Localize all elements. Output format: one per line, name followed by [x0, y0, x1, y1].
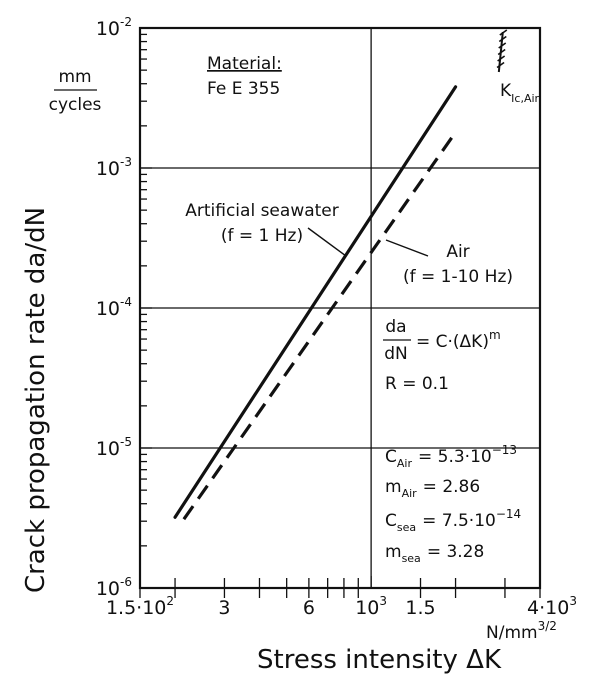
kic-hatch-tick [498, 35, 507, 43]
x-tick-label: 1.5 [405, 597, 435, 619]
y-tick-labels: 10-2 10-3 10-4 10-5 10-6 [96, 15, 132, 600]
kic-hatch-tick [497, 55, 506, 62]
y-tick-label: 10-3 [96, 155, 132, 180]
y-tick-label: 10-6 [96, 575, 132, 600]
x-tick-label: 3 [218, 597, 230, 619]
series-condition-air: (f = 1-10 Hz) [403, 267, 513, 287]
series-line-artificial-seawater [173, 85, 458, 519]
grid-lines [140, 28, 540, 588]
kic-hatch-tick [496, 61, 505, 69]
y-axis-title: Crack propagation rate da/dN [21, 207, 51, 593]
series-line-air [182, 131, 457, 521]
x-tick-label: 103 [355, 594, 387, 619]
y-unit-numerator: mm [58, 67, 91, 87]
kic-label: KIc,Air [500, 81, 540, 105]
x-unit: N/mm3/2 [486, 619, 557, 643]
material-value: Fe E 355 [207, 79, 280, 99]
x-tick-labels: 1.5·102 3 6 103 1.5 4·103 [106, 594, 577, 619]
kic-hatch-tick [498, 42, 507, 49]
y-tick-label: 10-2 [96, 15, 132, 40]
y-tick-label: 10-4 [96, 295, 132, 320]
kic-hatch-tick [499, 29, 508, 36]
x-tick-label: 6 [303, 597, 315, 619]
series-condition-seawater: (f = 1 Hz) [221, 226, 303, 246]
x-tick-label: 4·103 [527, 594, 577, 619]
param-m-air: mAir = 2.86 [385, 477, 480, 500]
kic-hatch-mark [496, 29, 508, 73]
material-label: Material: [207, 54, 282, 74]
formula-denominator: dN [384, 344, 408, 364]
formula-rhs: = C·(ΔK)m [416, 328, 501, 352]
leader-seawater [307, 227, 347, 257]
y-tick-label: 10-5 [96, 435, 132, 460]
series-label-air: Air [446, 242, 469, 262]
kic-hatch-tick [497, 48, 506, 56]
param-c-sea: Csea = 7.5·10−14 [385, 507, 521, 534]
x-axis-title: Stress intensity ΔK [257, 645, 502, 675]
param-c-air: CAir = 5.3·10−13 [385, 443, 517, 470]
x-tick-label: 1.5·102 [106, 594, 174, 619]
series-label-seawater: Artificial seawater [185, 201, 339, 221]
stress-ratio: R = 0.1 [385, 374, 449, 394]
param-m-sea: msea = 3.28 [385, 542, 484, 565]
plot-frame [138, 26, 542, 590]
leader-air [385, 239, 429, 257]
y-unit-denominator: cycles [49, 95, 102, 115]
formula-numerator: da [385, 317, 406, 337]
